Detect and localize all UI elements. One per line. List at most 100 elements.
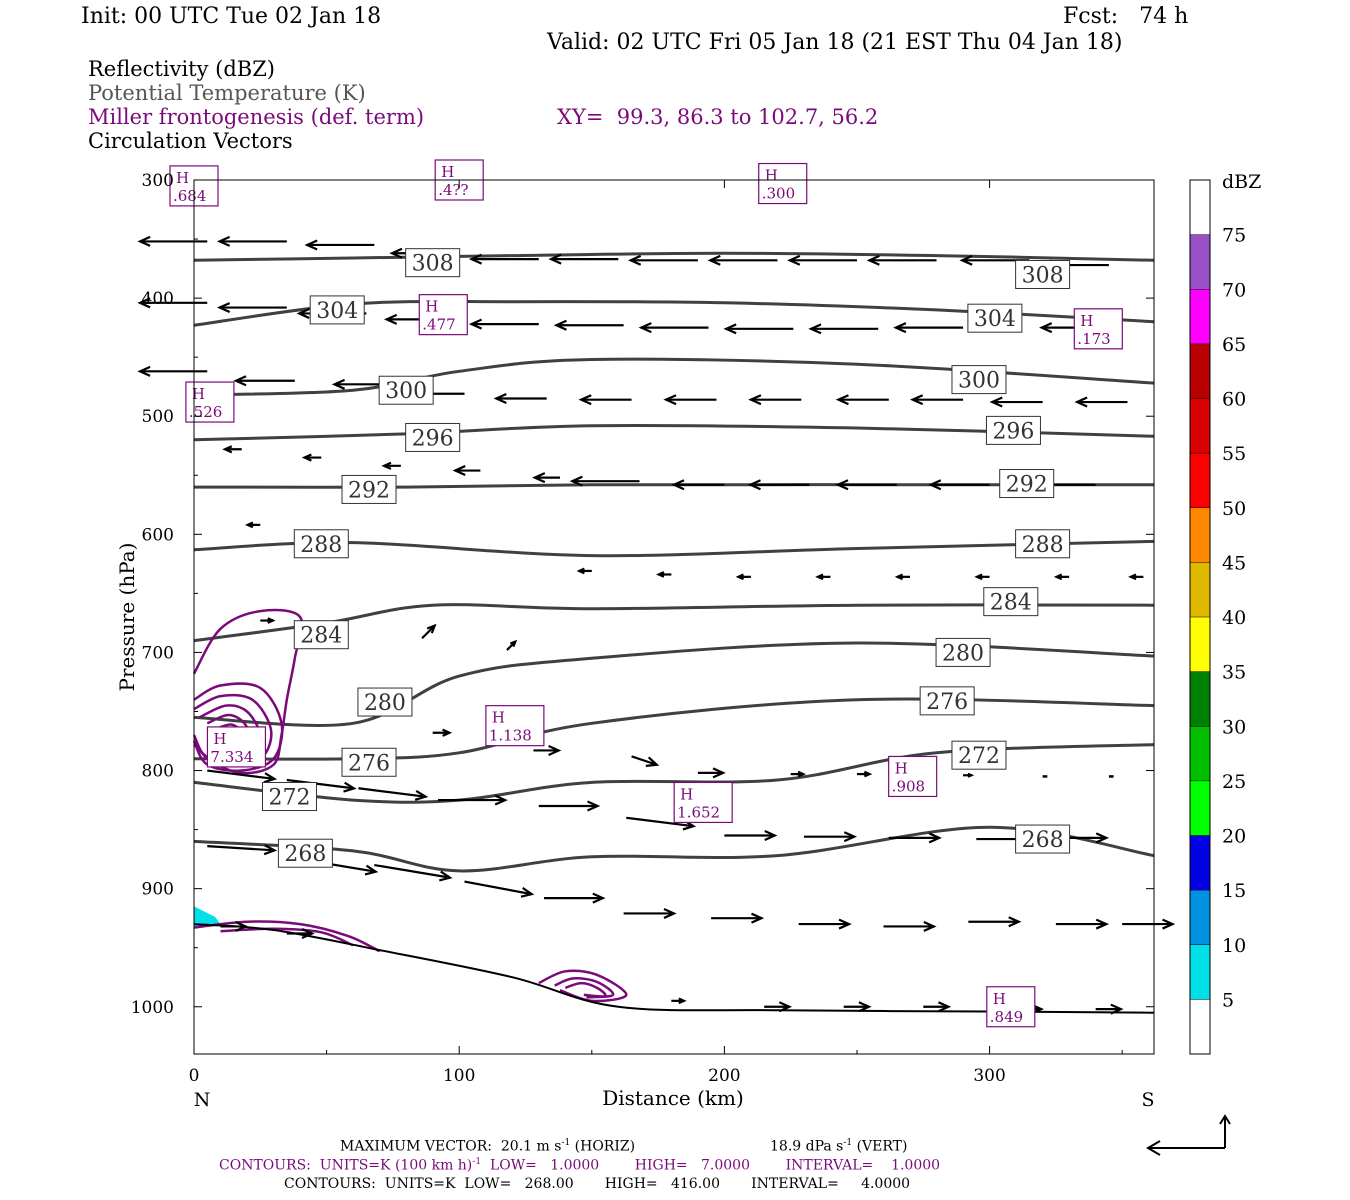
circulation-vector	[894, 573, 911, 581]
colorbar-segment	[1190, 780, 1210, 836]
vector-shaft	[631, 755, 658, 766]
frontogenesis-max-value: 1.652	[677, 803, 720, 821]
vector-head	[468, 253, 483, 265]
theta-label-text: 288	[300, 533, 342, 558]
circulation-vector	[843, 1001, 872, 1013]
theta-label-text: 276	[926, 690, 968, 715]
vector-head	[712, 767, 726, 779]
circulation-vector	[216, 235, 287, 247]
circulation-vector	[493, 393, 547, 404]
vector-head	[592, 892, 606, 904]
frontogenesis-max: H.477	[418, 294, 468, 336]
circulation-vector	[888, 832, 942, 844]
frontogenesis-max-box	[888, 755, 938, 798]
circulation-vector	[464, 880, 535, 898]
vector-head	[553, 319, 567, 331]
theta-contour-308	[193, 251, 1155, 262]
theta-label-text: 284	[300, 624, 342, 649]
vector-head	[233, 375, 247, 387]
theta-label-box	[983, 587, 1039, 617]
forecast-hour: Fcst: 74 h	[1063, 4, 1189, 29]
colorbar-label: 20	[1222, 826, 1246, 848]
theta-label-box	[293, 529, 349, 559]
theta-label-text: 304	[974, 307, 1016, 332]
vector-shaft	[626, 816, 694, 828]
theta-label-text: 308	[412, 252, 454, 277]
colorbar-segment	[1190, 234, 1210, 290]
contours-theta-info: CONTOURS: UNITS=K LOW= 268.00 HIGH= 416.…	[284, 1176, 911, 1192]
y-tick-label: 400	[142, 289, 174, 309]
frontogenesis-max: H1.652	[673, 781, 733, 824]
circulation-vector	[216, 302, 287, 314]
contours-frontogenesis-info: CONTOURS: UNITS=K (100 km h)-1 LOW= 1.00…	[219, 1157, 941, 1174]
circulation-vector	[233, 375, 295, 387]
circulation-vector	[222, 445, 242, 454]
vector-head	[723, 323, 737, 335]
frontogenesis-max: H1.138	[485, 705, 545, 747]
theta-label: 292	[999, 469, 1055, 499]
theta-label-text: 288	[1022, 533, 1064, 558]
colorbar-segment	[1190, 944, 1210, 1000]
frontogenesis-max: H.908	[888, 755, 938, 798]
circulation-vector	[963, 772, 975, 778]
theta-label-text: 296	[412, 426, 454, 451]
circulation-vector	[638, 322, 709, 334]
vector-head	[863, 770, 873, 778]
valid-time: Valid: 02 UTC Fri 05 Jan 18 (21 EST Thu …	[547, 30, 1123, 55]
vector-head	[137, 297, 151, 309]
vector-head	[1110, 1003, 1124, 1015]
circulation-vector	[711, 912, 765, 924]
colorbar-label: 50	[1222, 498, 1246, 520]
max-vector-vert: 18.9 dPa s-1 (VERT)	[770, 1138, 908, 1155]
circulation-vector	[569, 475, 640, 487]
circulation-vector	[835, 394, 889, 406]
vector-head	[751, 912, 765, 924]
vector-head	[137, 235, 151, 247]
theta-label: 288	[293, 529, 349, 559]
vector-head	[974, 573, 983, 581]
vector-head	[764, 830, 778, 841]
circulation-vector	[137, 297, 208, 309]
theta-label: 272	[261, 782, 317, 812]
vector-head	[304, 239, 318, 251]
vector-head	[937, 1001, 952, 1013]
vector-head	[1039, 322, 1053, 334]
circulation-vector	[304, 239, 375, 251]
vector-head	[494, 794, 508, 806]
theta-label: 276	[919, 686, 975, 716]
y-axis-label: Pressure (hPa)	[115, 543, 139, 692]
vector-head	[645, 756, 660, 767]
terrain-layer	[193, 923, 1155, 1014]
vector-head	[426, 623, 437, 634]
circulation-vector	[748, 394, 802, 406]
colorbar-segment	[1190, 726, 1210, 781]
theta-label: 276	[341, 747, 397, 777]
theta-label: 284	[983, 587, 1039, 617]
vector-head	[222, 445, 233, 454]
circulation-vector	[286, 778, 357, 793]
frontogenesis-max-box	[418, 294, 468, 336]
circulation-vector	[301, 453, 322, 462]
theta-label-box	[985, 415, 1041, 445]
vector-head	[858, 1001, 872, 1013]
circulation-vector	[506, 639, 518, 651]
vector-head	[364, 864, 379, 876]
vector-head	[671, 479, 685, 491]
theta-label: 268	[1015, 824, 1071, 854]
terrain-line	[193, 923, 1155, 1014]
frontogenesis-max-value: .4??	[438, 181, 468, 199]
circulation-vector	[1055, 918, 1109, 930]
circulation-vector	[1095, 1003, 1124, 1015]
vector-head	[389, 247, 403, 259]
theta-label: 296	[985, 415, 1041, 445]
vector-head	[1008, 916, 1022, 928]
frontogenesis-max: H.849	[986, 986, 1036, 1028]
theta-label-box	[277, 838, 333, 868]
vector-head	[1074, 396, 1088, 408]
circulation-vector	[787, 254, 857, 266]
circulation-vector	[260, 617, 276, 624]
frontogenesis-max: H.173	[1073, 308, 1123, 350]
x-endpoint-left: N	[194, 1089, 211, 1111]
frontogenesis-max: H7.334	[206, 726, 267, 768]
vector-head	[578, 394, 592, 406]
